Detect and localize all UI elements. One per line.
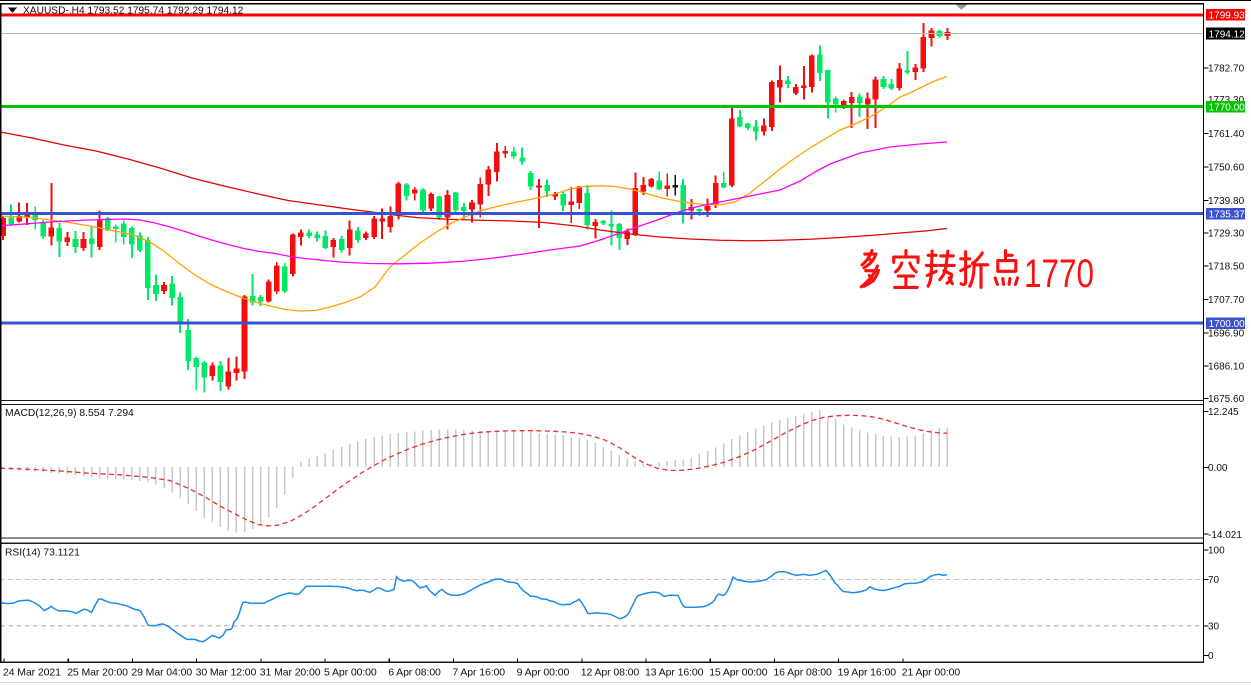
svg-text:29 Mar 04:00: 29 Mar 04:00 — [131, 667, 192, 679]
svg-text:1675.60: 1675.60 — [1208, 394, 1245, 405]
svg-text:1773.30: 1773.30 — [1208, 95, 1245, 106]
svg-text:15 Apr 00:00: 15 Apr 00:00 — [709, 667, 768, 679]
svg-text:1770.00: 1770.00 — [1209, 103, 1246, 114]
svg-text:-14.021: -14.021 — [1208, 530, 1242, 541]
svg-text:1696.90: 1696.90 — [1208, 328, 1245, 339]
svg-text:1707.70: 1707.70 — [1208, 295, 1245, 306]
svg-text:MACD(12,26,9) 8.554 7.294: MACD(12,26,9) 8.554 7.294 — [5, 408, 134, 419]
svg-text:1761.40: 1761.40 — [1208, 129, 1245, 140]
svg-text:24 Mar 2021: 24 Mar 2021 — [3, 667, 61, 679]
svg-text:1686.10: 1686.10 — [1208, 362, 1245, 373]
svg-text:1770: 1770 — [1024, 252, 1094, 296]
svg-text:19 Apr 16:00: 19 Apr 16:00 — [838, 667, 897, 679]
svg-text:12.245: 12.245 — [1208, 407, 1239, 418]
svg-text:1700.00: 1700.00 — [1209, 319, 1246, 330]
svg-text:30 Mar 12:00: 30 Mar 12:00 — [196, 667, 257, 679]
svg-text:16 Apr 08:00: 16 Apr 08:00 — [773, 667, 832, 679]
svg-text:1750.60: 1750.60 — [1208, 163, 1245, 174]
svg-text:1799.93: 1799.93 — [1209, 11, 1246, 22]
svg-text:1729.30: 1729.30 — [1208, 228, 1245, 239]
svg-text:12 Apr 08:00: 12 Apr 08:00 — [581, 667, 640, 679]
svg-text:0: 0 — [1208, 651, 1214, 662]
svg-text:30: 30 — [1208, 621, 1220, 632]
svg-text:1782.70: 1782.70 — [1208, 64, 1245, 75]
svg-text:1794.12: 1794.12 — [1209, 29, 1246, 40]
svg-text:70: 70 — [1208, 575, 1220, 586]
svg-text:RSI(14) 73.1121: RSI(14) 73.1121 — [5, 548, 80, 559]
svg-text:6 Apr 08:00: 6 Apr 08:00 — [388, 667, 441, 679]
svg-text:9 Apr 00:00: 9 Apr 00:00 — [517, 667, 570, 679]
svg-text:1735.37: 1735.37 — [1209, 210, 1246, 221]
svg-text:21 Apr 00:00: 21 Apr 00:00 — [902, 667, 961, 679]
svg-text:25 Mar 20:00: 25 Mar 20:00 — [67, 667, 128, 679]
svg-text:1718.50: 1718.50 — [1208, 262, 1245, 273]
svg-text:31 Mar 20:00: 31 Mar 20:00 — [260, 667, 321, 679]
svg-text:5 Apr 00:00: 5 Apr 00:00 — [324, 667, 377, 679]
svg-text:1739.80: 1739.80 — [1208, 196, 1245, 207]
svg-text:13 Apr 16:00: 13 Apr 16:00 — [645, 667, 704, 679]
svg-text:100: 100 — [1208, 545, 1225, 556]
svg-text:0.00: 0.00 — [1208, 463, 1228, 474]
svg-text:XAUUSD-.H4 1793.52 1795.74 17: XAUUSD-.H4 1793.52 1795.74 1792.29 1794.… — [23, 6, 244, 17]
svg-text:7 Apr 16:00: 7 Apr 16:00 — [452, 667, 505, 679]
